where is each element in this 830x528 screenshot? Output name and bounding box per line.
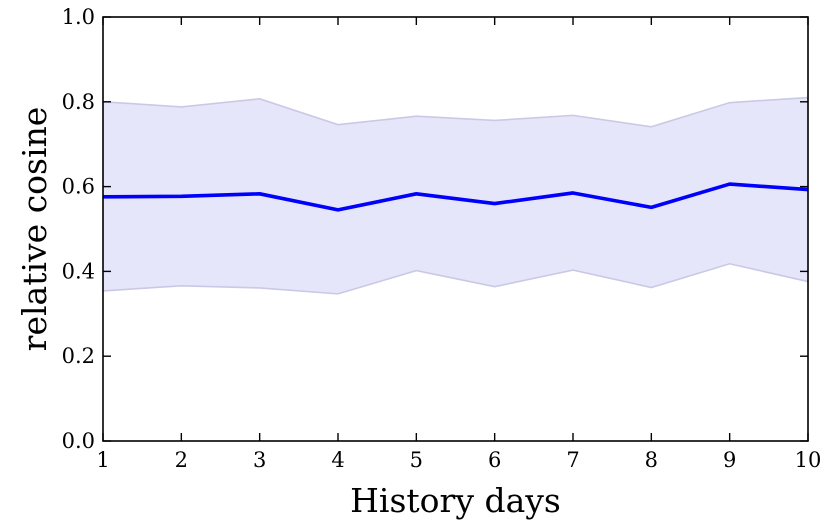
y-tick-label: 1.0	[62, 5, 95, 29]
y-tick-label: 0.4	[62, 259, 95, 283]
x-tick-label: 3	[253, 448, 266, 472]
x-tick-label: 7	[566, 448, 579, 472]
series-line-layer	[102, 182, 809, 212]
y-axis-title: relative cosine	[15, 107, 54, 352]
x-tick-label: 10	[795, 448, 822, 472]
x-axis-title: History days	[350, 481, 561, 520]
x-tick-label: 8	[645, 448, 658, 472]
x-tick-label: 4	[331, 448, 344, 472]
x-tick-label: 1	[96, 448, 109, 472]
y-tick-label: 0.6	[62, 175, 95, 199]
x-tick-label: 5	[410, 448, 423, 472]
y-tick-label: 0.8	[62, 90, 95, 114]
x-tick-label: 9	[723, 448, 736, 472]
confidence-band	[103, 97, 808, 294]
x-tick-label: 2	[175, 448, 188, 472]
plot-frame	[102, 16, 809, 442]
series-line-0	[102, 182, 809, 212]
band-upper-edge	[102, 96, 809, 128]
confidence-band-layer	[102, 96, 809, 295]
y-tick-label: 0.0	[62, 429, 95, 453]
x-tick-label: 6	[488, 448, 501, 472]
tick-layer: 1 2 3 4 5 6 7 8 9 10 0.0 0.2 0.4 0.6 0.8 1.0	[62, 5, 822, 472]
y-tick-label: 0.2	[62, 344, 95, 368]
band-lower-edge	[102, 262, 809, 295]
